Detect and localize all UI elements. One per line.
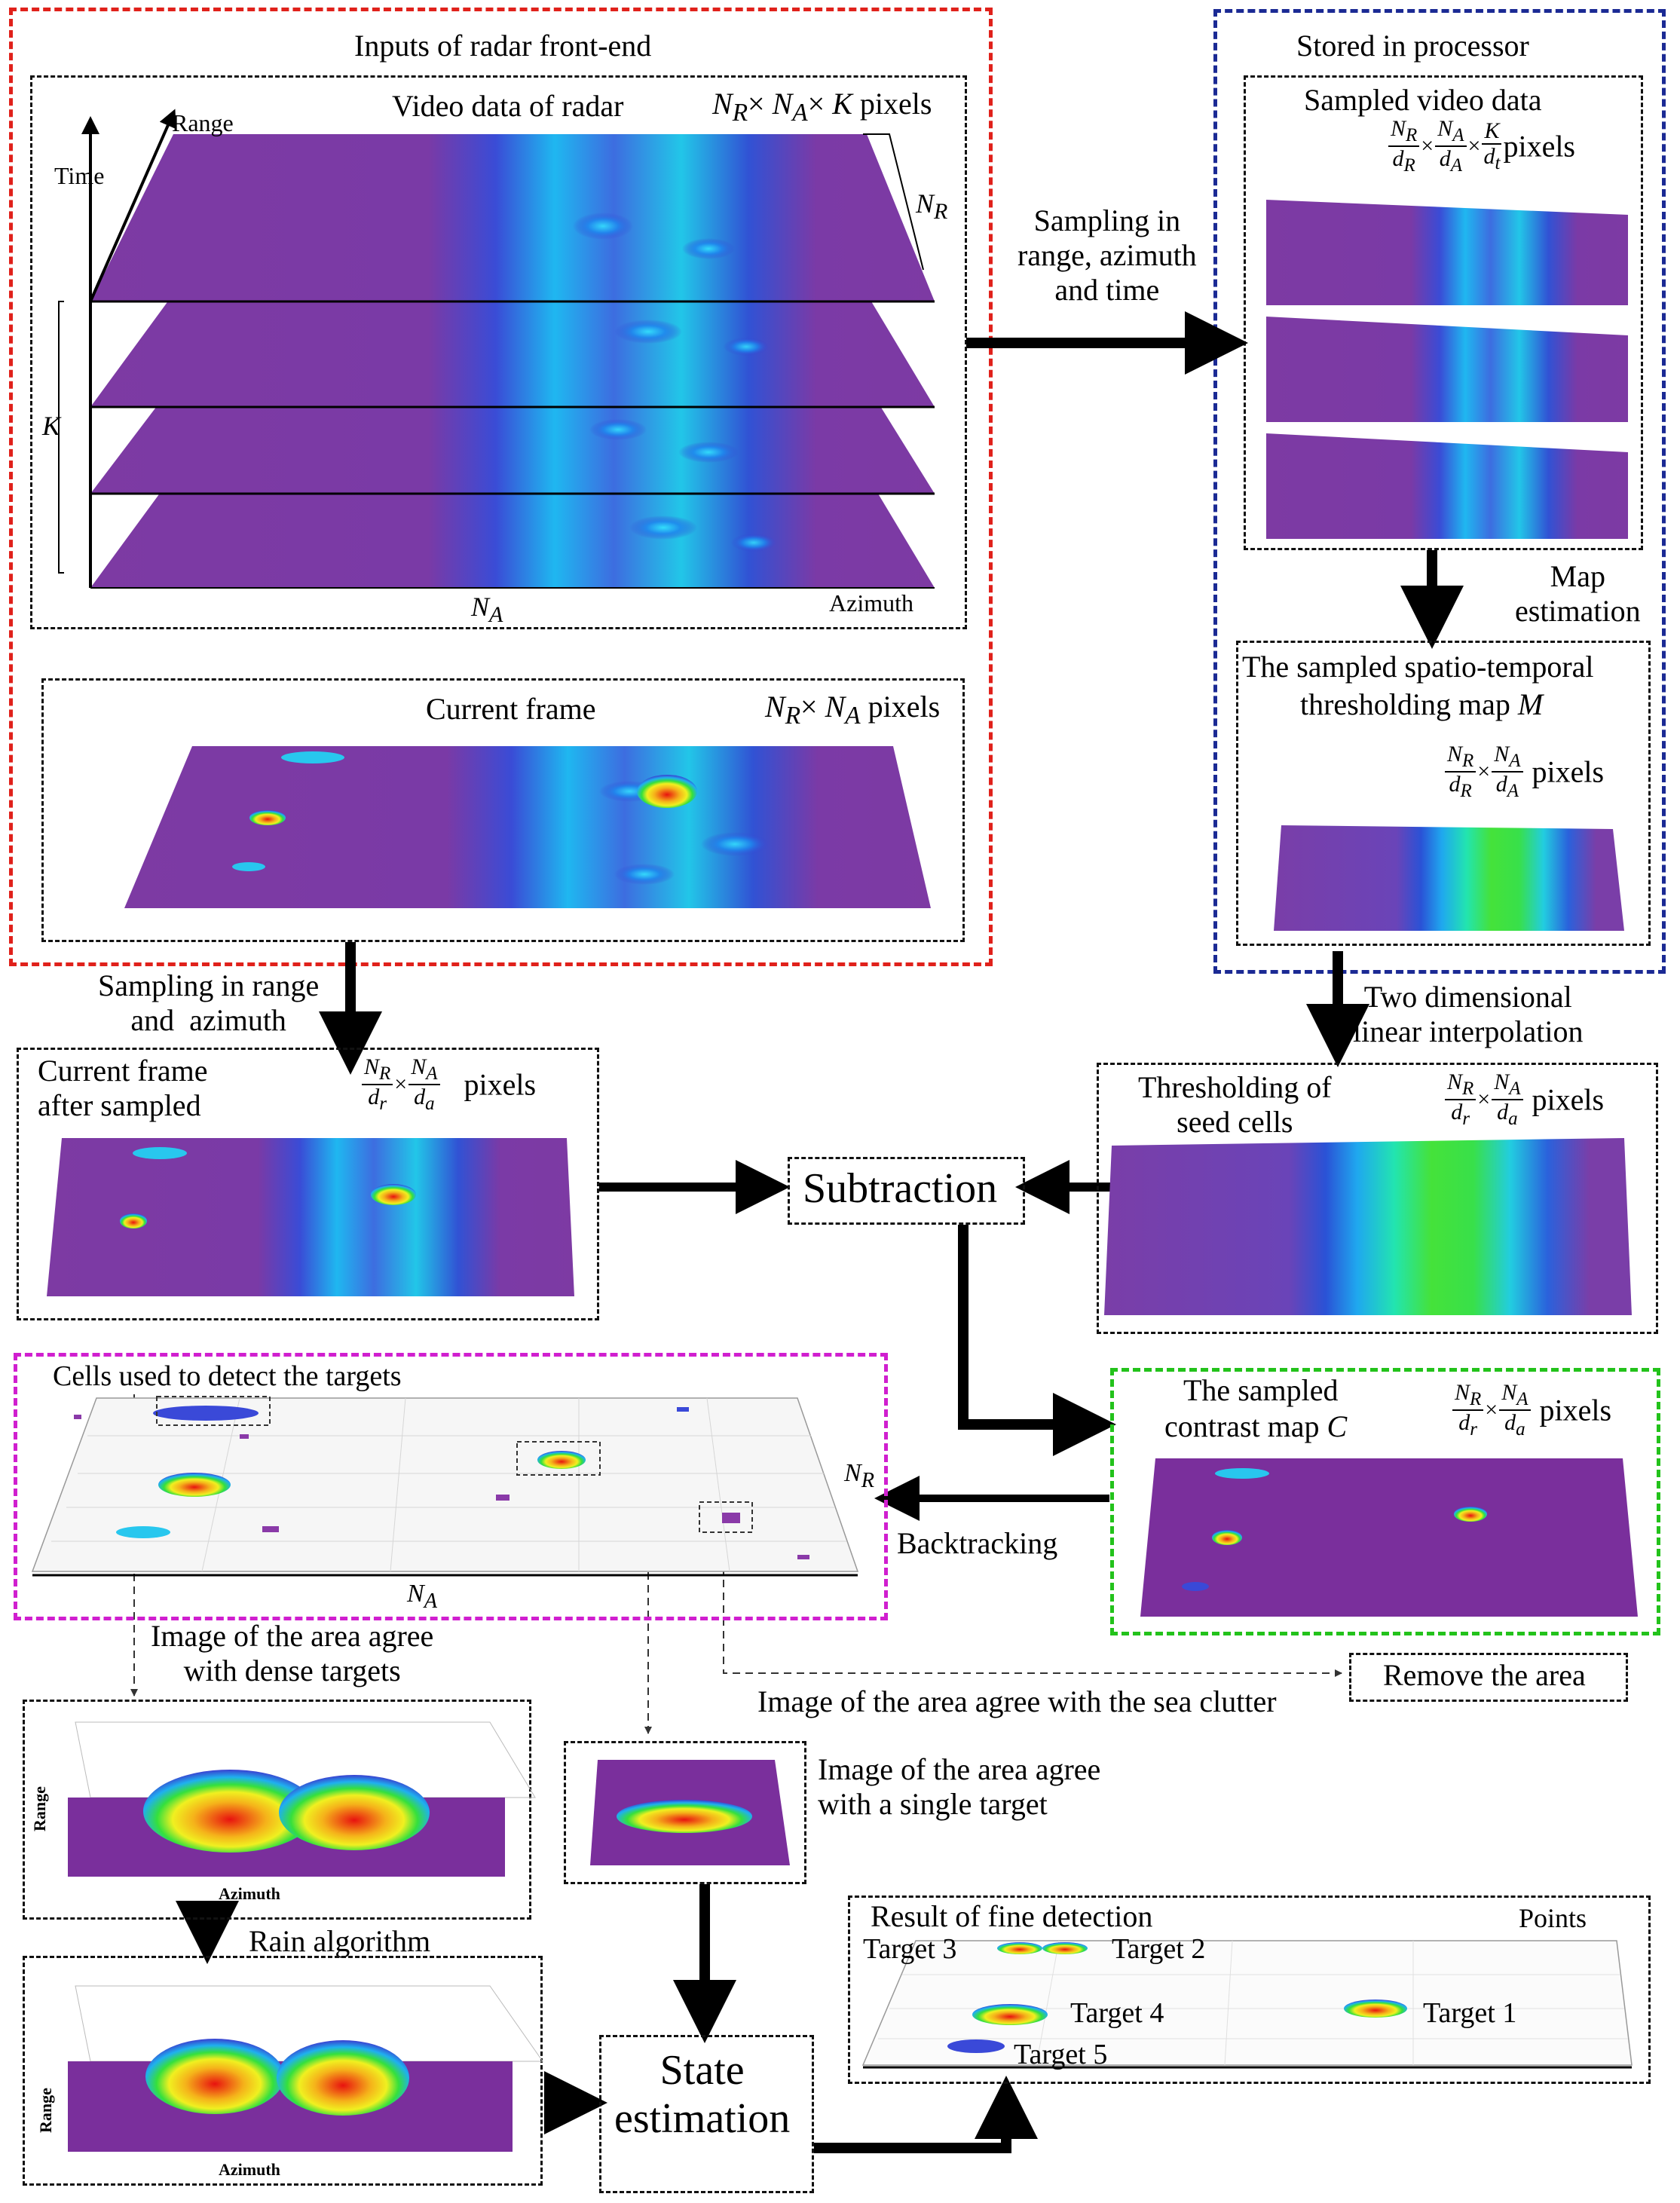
result-box xyxy=(848,1895,1651,2084)
video-data-box xyxy=(30,75,967,629)
result-target-2 xyxy=(1042,1942,1088,1954)
cells-axis-na: NA xyxy=(407,1580,437,1613)
frame-target-peak xyxy=(637,775,697,808)
dense-caption: Image of the area agree with dense targe… xyxy=(151,1619,434,1687)
stored-title: Stored in processor xyxy=(1296,29,1529,63)
threshold-map-size: NR dR × NA dA pixels xyxy=(1443,742,1604,802)
result-target-4-label: Target 4 xyxy=(1070,1997,1164,2029)
seed-title: Thresholding of seed cells xyxy=(1138,1070,1332,1139)
single-box xyxy=(564,1741,806,1884)
map-estimation-arrow xyxy=(1400,550,1464,649)
single-caption: Image of the area agree with a single ta… xyxy=(818,1752,1101,1821)
sampled-frame-size: NR dr × NA da pixels xyxy=(360,1055,536,1115)
state-box xyxy=(599,2035,814,2193)
subtraction-label: Subtraction xyxy=(803,1165,998,1212)
result-title: Result of fine detection xyxy=(871,1899,1153,1933)
result-plot xyxy=(861,1940,1633,2069)
subtraction-box xyxy=(788,1157,1025,1225)
video-axis-k: K xyxy=(42,411,61,441)
radar-frontend-frame xyxy=(9,8,993,966)
result-target-3 xyxy=(997,1942,1042,1954)
video-axis-time: Time xyxy=(54,162,105,189)
clutter-caption: Image of the area agree with the sea clu… xyxy=(757,1684,1277,1718)
seed-box xyxy=(1097,1063,1658,1334)
result-target-5-label: Target 5 xyxy=(1014,2039,1108,2070)
rain-title: Rain algorithm xyxy=(249,1924,431,1958)
sampling-rat-label: Sampling in range, azimuth and time xyxy=(1017,203,1197,307)
video-layer-4 xyxy=(90,475,935,588)
result-target-2-label: Target 2 xyxy=(1112,1933,1206,1965)
remove-label: Remove the area xyxy=(1383,1658,1586,1692)
contrast-title2: contrast map C xyxy=(1164,1409,1348,1443)
threshold-map-plot xyxy=(1274,825,1624,931)
sampled-frame-plot xyxy=(47,1138,574,1296)
current-frame-size: NR× NA pixels xyxy=(765,690,941,730)
dense-xlabel: Azimuth xyxy=(219,1884,280,1903)
rain-ylabel: Range xyxy=(36,2088,55,2133)
video-layer-2 xyxy=(90,294,935,407)
map-estimation-label: Map estimation xyxy=(1515,559,1641,628)
current-frame-box xyxy=(41,678,965,942)
dense-box xyxy=(23,1700,531,1920)
video-axis-azimuth: Azimuth xyxy=(829,589,913,617)
sampled-video-title: Sampled video data xyxy=(1304,83,1542,117)
video-data-stack xyxy=(58,109,935,589)
rain-box xyxy=(23,1956,543,2186)
result-target-4 xyxy=(972,2004,1048,2025)
video-layer-3 xyxy=(90,384,935,494)
contrast-plot xyxy=(1140,1458,1638,1617)
cells-title: Cells used to detect the targets xyxy=(53,1360,402,1392)
rain-xlabel: Azimuth xyxy=(219,2160,280,2179)
processor-frame xyxy=(1213,9,1666,974)
sampling-ra-label: Sampling in range and azimuth xyxy=(98,968,320,1037)
cells-axis-nr: NR xyxy=(844,1459,874,1492)
dense-ylabel: Range xyxy=(30,1786,49,1831)
state-label: State estimation xyxy=(614,2047,791,2143)
video-axis-nr: NR xyxy=(916,188,948,225)
cells-frame xyxy=(14,1353,888,1620)
contrast-title1: The sampled xyxy=(1183,1373,1339,1407)
video-axis-na: NA xyxy=(471,592,503,628)
seed-size: NR dr × NA da pixels xyxy=(1443,1070,1604,1130)
contrast-size: NR dr × NA da pixels xyxy=(1451,1381,1611,1440)
single-plot xyxy=(590,1760,790,1865)
seed-plot xyxy=(1104,1138,1632,1315)
result-target-3-label: Target 3 xyxy=(863,1933,957,1965)
dense-plot xyxy=(68,1721,536,1877)
sampled-video-layers xyxy=(1266,200,1628,539)
video-data-title: Video data of radar xyxy=(392,89,624,123)
two-dim-label: Two dimensional linear interpolation xyxy=(1353,980,1584,1048)
rain-plot xyxy=(68,1985,543,2152)
result-target-1 xyxy=(1344,2000,1407,2018)
video-data-size: NR× NA× K pixels xyxy=(712,87,932,127)
inputs-title: Inputs of radar front-end xyxy=(354,29,652,63)
threshold-map-title2: thresholding map M xyxy=(1300,687,1544,721)
current-frame-title: Current frame xyxy=(426,692,596,726)
sampled-frame-box xyxy=(17,1048,599,1320)
result-target-5 xyxy=(947,2039,1005,2053)
current-frame-plot xyxy=(124,746,931,908)
remove-box xyxy=(1349,1653,1628,1702)
cells-plot xyxy=(31,1396,859,1577)
video-axis-range: Range xyxy=(172,109,234,136)
result-target-1-label: Target 1 xyxy=(1423,1997,1517,2029)
threshold-map-box xyxy=(1236,641,1651,946)
contrast-frame xyxy=(1110,1368,1660,1635)
video-layer-1 xyxy=(90,134,935,301)
sampled-frame-title: Current frame after sampled xyxy=(38,1054,208,1122)
backtracking-label: Backtracking xyxy=(897,1526,1058,1560)
result-legend: Points xyxy=(1519,1903,1587,1933)
threshold-map-title1: The sampled spatio-temporal xyxy=(1242,650,1594,684)
